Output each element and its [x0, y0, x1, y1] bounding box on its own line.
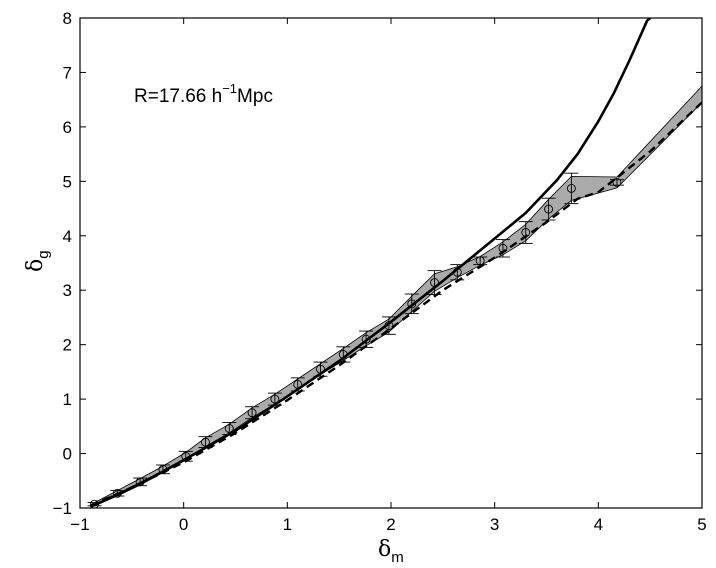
y-tick-label: 3 [63, 281, 72, 300]
dashed-curve [89, 101, 702, 507]
data-point [270, 394, 280, 404]
y-tick-label: 8 [63, 9, 72, 28]
data-point [384, 321, 394, 331]
data-point [361, 334, 371, 344]
y-axis-label: δg [23, 250, 52, 272]
x-tick-label: 4 [594, 515, 603, 534]
data-point [247, 408, 257, 418]
uncertainty-band-layer [94, 85, 702, 507]
data-point [452, 267, 462, 277]
data-point [612, 177, 622, 187]
radius-annotation: R=17.66 h−1Mpc [134, 81, 273, 107]
data-point [498, 243, 508, 253]
data-point [566, 183, 576, 193]
x-tick-label: 0 [179, 515, 188, 534]
y-tick-label: 7 [63, 63, 72, 82]
data-point [135, 477, 145, 487]
y-tick-label: 4 [63, 227, 72, 246]
y-tick-label: 2 [63, 336, 72, 355]
data-point [224, 424, 234, 433]
marker-layer [90, 177, 622, 508]
x-tick-label: 3 [490, 515, 499, 534]
y-tick-label: 5 [63, 172, 72, 191]
measurement-band [94, 85, 702, 507]
data-point [475, 256, 485, 266]
data-point [293, 379, 303, 389]
data-point [112, 488, 122, 498]
y-tick-label: 0 [63, 445, 72, 464]
x-tick-label: 1 [283, 515, 292, 534]
x-tick-label: 5 [697, 515, 706, 534]
y-axis-ticks: −1 0 1 2 3 4 5 6 7 8 [53, 9, 702, 518]
data-point [544, 204, 554, 214]
y-tick-label: −1 [53, 499, 72, 518]
x-axis-ticks: −1 0 1 2 3 4 5 [70, 18, 707, 534]
y-tick-label: 6 [63, 118, 72, 137]
data-point [407, 299, 417, 309]
x-tick-label: −1 [70, 515, 89, 534]
x-axis-label: δm [378, 537, 404, 566]
data-point [181, 451, 191, 461]
x-tick-label: 2 [386, 515, 395, 534]
data-point [316, 364, 325, 374]
data-point [200, 437, 210, 447]
data-point [430, 278, 439, 288]
data-point [338, 350, 348, 359]
y-tick-label: 1 [63, 390, 72, 409]
data-point [158, 464, 168, 474]
svg-text:δg: δg [23, 250, 52, 272]
data-point [90, 499, 99, 508]
data-point [521, 228, 531, 237]
